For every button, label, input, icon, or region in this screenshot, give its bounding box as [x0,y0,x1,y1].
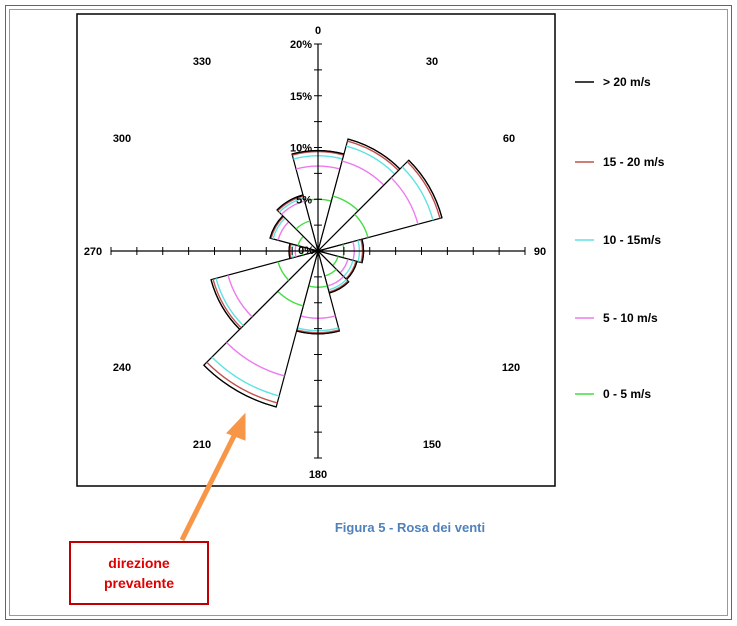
direction-label-330: 330 [193,56,211,68]
sector-60 [315,159,443,253]
legend-item: 5 - 10 m/s [575,311,658,325]
speed-arc [277,290,304,307]
legend-label: 10 - 15m/s [603,233,661,247]
speed-arc [226,341,285,377]
speed-arc [408,159,443,218]
chart-axes: 5% 10% 15% 20% 0% [110,39,526,459]
sector-210 [202,248,320,408]
direction-labels: 0 30 60 90 120 150 180 210 240 270 300 330 [84,25,546,481]
sector-300 [269,215,321,253]
direction-label-0: 0 [315,25,321,37]
speed-arc [272,217,286,240]
speed-arc [227,274,253,318]
prevailing-direction-callout: direzione prevalente [69,541,209,605]
speed-arc [206,361,278,404]
radial-tick-label: 15% [290,91,312,103]
speed-arc [269,215,284,239]
arrow-head [226,412,246,441]
speed-arc [345,145,396,175]
speed-arc [280,200,305,215]
legend-label: 0 - 5 m/s [603,387,651,401]
legend-item: 15 - 20 m/s [575,155,665,169]
legend: > 20 m/s 15 - 20 m/s 10 - 15m/s 5 - 10 m/s 0… [575,75,665,401]
callout-line-1: direzione [108,555,170,571]
legend-item: > 20 m/s [575,75,651,89]
speed-arc [341,160,385,186]
speed-arc [401,166,434,221]
direction-label-120: 120 [502,362,520,374]
callout-line-2: prevalente [103,575,175,591]
speed-arc [347,138,401,170]
speed-arc [277,261,290,281]
direction-label-180: 180 [309,469,327,481]
legend-label: > 20 m/s [603,75,651,89]
sector-240 [210,249,321,331]
center-label: 0% [298,245,314,257]
page-frame [5,5,732,620]
speed-arc [329,281,350,294]
legend-item: 10 - 15m/s [575,233,661,247]
speed-arc [211,356,280,397]
direction-label-150: 150 [423,439,441,451]
direction-label-270: 270 [84,246,102,258]
rose-plot [202,138,443,408]
speed-arc [390,177,419,225]
page-frame-inner [9,9,728,616]
direction-label-240: 240 [113,362,131,374]
speed-arc [210,279,241,330]
speed-arc [354,213,369,238]
radial-tick-label: 5% [296,194,312,206]
legend-label: 5 - 10 m/s [603,311,658,325]
speed-arc [203,364,277,408]
radial-tick-label: 20% [290,39,312,51]
prevailing-direction-arrow [179,412,246,542]
direction-label-60: 60 [503,133,515,145]
speed-arc [347,140,399,171]
figure-caption: Figura 5 - Rosa dei venti [334,520,486,535]
legend-label: 15 - 20 m/s [603,155,665,169]
speed-arc [278,197,304,213]
direction-label-210: 210 [193,439,211,451]
speed-arc [277,221,290,241]
speed-arc [212,278,242,329]
direction-label-300: 300 [113,133,131,145]
legend-item: 0 - 5 m/s [575,387,651,401]
speed-arc [215,278,244,327]
direction-label-90: 90 [534,246,546,258]
speed-arc [277,195,304,212]
speed-arc [295,220,311,230]
radial-tick-label: 10% [290,143,312,155]
speed-arc [328,280,349,293]
speed-arc [276,194,304,211]
speed-arc [332,195,359,212]
arrow-shaft [179,426,241,542]
direction-label-30: 30 [426,56,438,68]
speed-arc [406,161,441,219]
sector-330 [276,194,320,254]
speed-arc [270,216,285,239]
